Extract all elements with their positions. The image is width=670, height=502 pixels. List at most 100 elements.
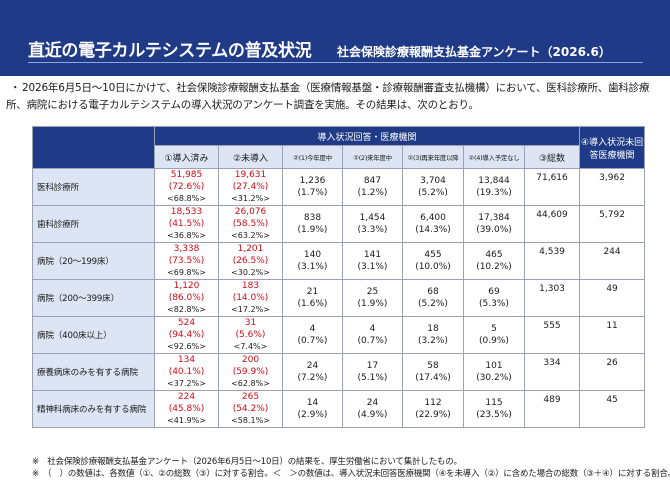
count-value: 838 [303, 213, 322, 223]
count-value: 31 [244, 318, 257, 328]
share-value: (3.1%) [297, 262, 328, 272]
not-installed-cell: 31 (5.6%) <7.4%> [218, 316, 283, 354]
adjusted-share-value: <92.6%> [167, 342, 206, 351]
share-value: (26.5%) [232, 256, 269, 266]
installed-cell: 524 (94.4%) <92.6%> [154, 316, 219, 354]
footnote: ※ 社会保険診療報酬支払基金アンケート（2026年6月5日～10日）の結果を、厚… [32, 457, 462, 467]
share-value: (23.5%) [476, 410, 512, 420]
page-title: 直近の電子カルテシステムの普及状況 [28, 41, 312, 61]
share-value: (1.7%) [297, 188, 328, 198]
row-label: 療養病床のみを有する病院 [32, 353, 155, 391]
table-row: 病院（400床以上） 524 (94.4%) <92.6%> 31 (5.6%) <7.4%… [32, 316, 646, 354]
plan-cell: 141 (3.1%) [342, 242, 403, 280]
not-installed-cell: 1,201 (26.5%) <30.2%> [218, 242, 283, 280]
adjusted-share-value: <30.2%> [231, 268, 270, 277]
count-value: 134 [177, 355, 196, 365]
sub-header-later: ②(3)再来年度以降 [402, 145, 464, 169]
count-value: 115 [485, 398, 503, 408]
table-row: 精神科病床のみを有する病院 224 (45.8%) <41.9%> 265 (54.2%)… [32, 390, 646, 428]
table-row: 歯科診療所 18,533 (41.5%) <36.8%> 26,076 (58.5%) <6… [32, 205, 646, 243]
share-value: (17.4%) [415, 373, 451, 383]
count-value: 465 [485, 250, 503, 260]
row-label: 精神科病床のみを有する病院 [32, 390, 155, 428]
adjusted-share-value: <31.2%> [231, 194, 270, 203]
page-subtitle: 社会保険診療報酬支払基金アンケート（2026.6） [337, 45, 611, 59]
share-value: (58.5%) [232, 219, 269, 229]
count-value: 17,384 [478, 213, 510, 223]
adjusted-share-value: <37.2%> [167, 379, 206, 388]
count-value: 14 [306, 398, 319, 408]
share-value: (72.6%) [168, 182, 205, 192]
count-value: 141 [363, 250, 382, 260]
adjusted-share-value: <58.1%> [231, 416, 270, 425]
share-value: (5.3%) [479, 299, 509, 309]
plan-cell: 4 (0.7%) [342, 316, 403, 354]
unanswered-cell: 26 [579, 353, 646, 391]
installed-cell: 18,533 (41.5%) <36.8%> [154, 205, 219, 243]
count-value: 68 [427, 287, 439, 297]
count-value: 21 [306, 287, 319, 297]
count-value: 3,704 [420, 176, 446, 186]
share-value: (14.3%) [415, 225, 451, 235]
count-value: 24 [306, 361, 319, 371]
plan-cell: 1,454 (3.3%) [342, 205, 403, 243]
count-value: 69 [488, 287, 500, 297]
adjusted-share-value: <68.8%> [167, 194, 206, 203]
plan-cell: 3,704 (5.2%) [402, 168, 464, 206]
sub-header-this-year: ②(1)今年度中 [282, 145, 343, 169]
share-value: (45.8%) [168, 404, 205, 414]
not-installed-cell: 183 (14.0%) <17.2%> [218, 279, 283, 317]
plan-cell: 21 (1.6%) [282, 279, 343, 317]
adjusted-share-value: <82.8%> [167, 305, 206, 314]
not-installed-cell: 200 (59.9%) <62.8%> [218, 353, 283, 391]
plan-cell: 24 (7.2%) [282, 353, 343, 391]
adjusted-share-value: <69.8%> [167, 268, 206, 277]
share-value: (54.2%) [232, 404, 269, 414]
plan-cell: 465 (10.2%) [463, 242, 525, 280]
share-value: (1.9%) [297, 225, 328, 235]
share-value: (0.7%) [357, 336, 388, 346]
intro-paragraph: ・ 2026年6月5日～10日にかけて、社会保険診療報酬支払基金（医療情報基盤・… [6, 80, 664, 114]
share-value: (5.2%) [418, 188, 448, 198]
count-value: 1,454 [359, 213, 386, 223]
share-value: (3.2%) [418, 336, 448, 346]
plan-cell: 14 (2.9%) [282, 390, 343, 428]
installed-cell: 1,120 (86.0%) <82.8%> [154, 279, 219, 317]
adjusted-share-value: <7.4%> [233, 342, 268, 351]
footnotes: ※ 社会保険診療報酬支払基金アンケート（2026年6月5日～10日）の結果を、厚… [32, 456, 670, 480]
count-value: 17 [366, 361, 379, 371]
share-value: (40.1%) [168, 367, 205, 377]
title-banner: 直近の電子カルテシステムの普及状況 社会保険診療報酬支払基金アンケート（2026… [0, 0, 670, 76]
share-value: (0.9%) [479, 336, 509, 346]
count-value: 140 [303, 250, 322, 260]
corner-header-cell [32, 126, 155, 169]
plan-cell: 4 (0.7%) [282, 316, 343, 354]
not-installed-cell: 26,076 (58.5%) <63.2%> [218, 205, 283, 243]
share-value: (1.9%) [357, 299, 388, 309]
plan-cell: 847 (1.2%) [342, 168, 403, 206]
table-row: 病院（20～199床） 3,338 (73.5%) <69.8%> 1,201 (26.5… [32, 242, 646, 280]
count-value: 51,985 [170, 170, 203, 180]
plan-cell: 1,236 (1.7%) [282, 168, 343, 206]
count-value: 18,533 [170, 207, 203, 217]
share-value: (22.9%) [415, 410, 451, 420]
share-value: (10.0%) [415, 262, 451, 272]
share-value: (10.2%) [476, 262, 512, 272]
adjusted-share-value: <63.2%> [231, 231, 270, 240]
row-label: 病院（20～199床） [32, 242, 155, 280]
share-value: (5.2%) [418, 299, 448, 309]
row-label: 病院（200～399床） [32, 279, 155, 317]
count-value: 25 [366, 287, 379, 297]
share-value: (94.4%) [168, 330, 205, 340]
unanswered-cell: 11 [579, 316, 646, 354]
group-header: 導入状況回答・医療機関 [153, 126, 581, 146]
share-value: (3.1%) [357, 262, 388, 272]
plan-cell: 101 (30.2%) [463, 353, 525, 391]
plan-cell: 455 (10.0%) [402, 242, 464, 280]
unanswered-header: ④導入状況未回答医療機関 [579, 126, 646, 169]
footnote: ※ （ ）の数値は、各数値（①、②の総数（③）に対する割合。＜ ＞の数値は、導入… [32, 469, 670, 479]
total-cell: 44,609 [523, 205, 581, 243]
plan-cell: 58 (17.4%) [402, 353, 464, 391]
installed-cell: 51,985 (72.6%) <68.8%> [154, 168, 219, 206]
installed-cell: 224 (45.8%) <41.9%> [154, 390, 219, 428]
